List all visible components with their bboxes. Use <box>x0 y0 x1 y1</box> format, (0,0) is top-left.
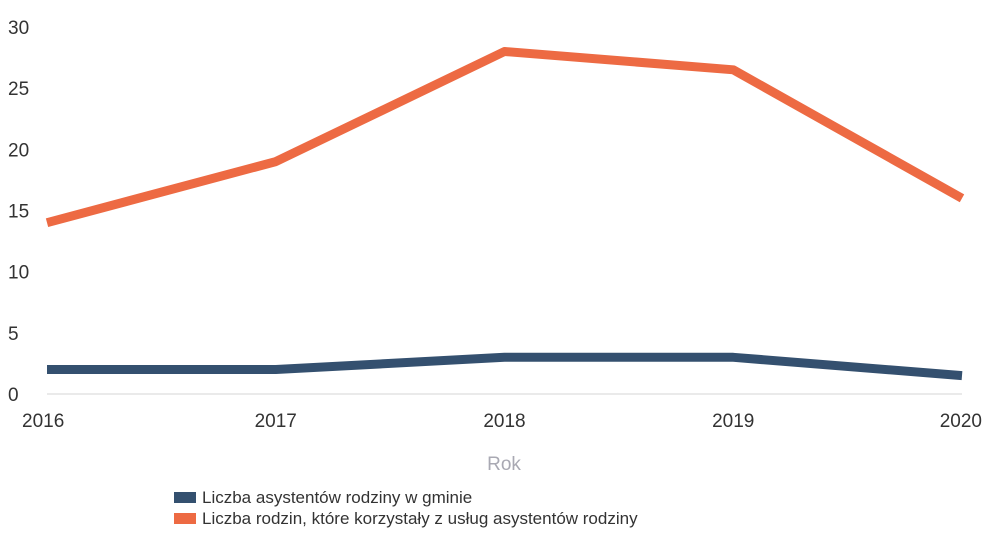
y-tick-label: 30 <box>8 18 29 39</box>
x-tick-label: 2020 <box>940 411 982 432</box>
legend-label: Liczba asystentów rodziny w gminie <box>202 488 472 507</box>
y-axis: 0 5 10 15 20 25 30 <box>8 18 29 406</box>
legend: Liczba asystentów rodziny w gminie Liczba… <box>174 488 638 528</box>
x-tick-label: 2019 <box>712 411 754 432</box>
legend-label: Liczba rodzin, które korzystały z usług … <box>202 509 638 528</box>
y-tick-label: 0 <box>8 385 19 406</box>
y-tick-label: 5 <box>8 324 19 345</box>
series-layer <box>45 47 965 381</box>
x-axis: 2016 2017 2018 2019 2020 <box>22 411 982 432</box>
y-tick-label: 20 <box>8 140 29 161</box>
y-tick-label: 10 <box>8 263 29 284</box>
legend-swatch <box>174 492 196 503</box>
x-axis-title: Rok <box>487 454 521 475</box>
y-tick-label: 15 <box>8 202 29 223</box>
x-tick-label: 2018 <box>483 411 525 432</box>
x-tick-label: 2017 <box>255 411 297 432</box>
series-line-2 <box>45 47 965 228</box>
y-tick-label: 25 <box>8 79 29 100</box>
series-line-1 <box>47 352 963 381</box>
x-tick-label: 2016 <box>22 411 64 432</box>
legend-swatch <box>174 513 196 524</box>
